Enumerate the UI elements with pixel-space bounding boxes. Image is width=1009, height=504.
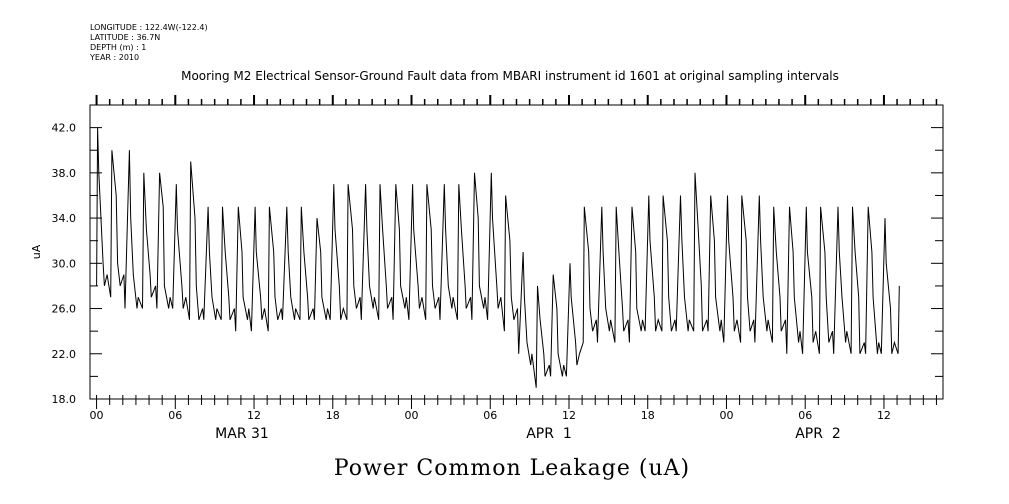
x-tick-label: 12	[247, 409, 261, 422]
y-tick-label: 18.0	[52, 393, 77, 406]
x-tick-label: 06	[168, 409, 182, 422]
x-axis: 00 06 12 18 00 06 12 18 00 06 12	[90, 95, 938, 422]
y-tick-label: 30.0	[52, 257, 77, 270]
y-tick-label: 22.0	[52, 348, 77, 361]
x-tick-label: 00	[90, 409, 104, 422]
date-label-apr2: APR 2	[795, 426, 841, 442]
date-label-mar31: MAR 31	[215, 426, 269, 442]
x-tick-label: 12	[877, 409, 891, 422]
x-axis-title: Power Common Leakage (uA)	[334, 456, 690, 481]
y-axis: 18.0 22.0 26.0 30.0 34.0 38.0 42.0	[52, 104, 943, 406]
plot-frame	[89, 104, 944, 400]
metadata-latitude: LATITUDE : 36.7N	[90, 33, 160, 42]
x-tick-label: 00	[405, 409, 419, 422]
x-tick-label: 18	[641, 409, 655, 422]
y-axis-label: uA	[30, 244, 43, 259]
x-tick-label: 06	[483, 409, 497, 422]
y-tick-label: 42.0	[52, 122, 77, 135]
date-label-apr1: APR 1	[526, 426, 572, 442]
x-tick-label: 06	[798, 409, 812, 422]
series-line	[96, 127, 900, 388]
chart-title: Mooring M2 Electrical Sensor-Ground Faul…	[181, 69, 839, 83]
x-tick-label: 00	[719, 409, 733, 422]
metadata-longitude: LONGITUDE : 122.4W(-122.4)	[90, 23, 208, 32]
x-tick-label: 18	[326, 409, 340, 422]
y-tick-label: 34.0	[52, 212, 77, 225]
x-tick-label: 12	[562, 409, 576, 422]
metadata-block: LONGITUDE : 122.4W(-122.4) LATITUDE : 36…	[89, 23, 208, 62]
y-tick-label: 38.0	[52, 167, 77, 180]
metadata-depth: DEPTH (m) : 1	[90, 43, 146, 52]
y-tick-label: 26.0	[52, 303, 77, 316]
metadata-year: YEAR : 2010	[89, 53, 139, 62]
